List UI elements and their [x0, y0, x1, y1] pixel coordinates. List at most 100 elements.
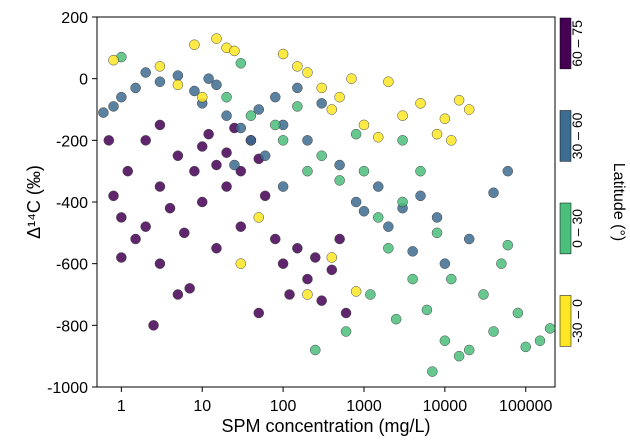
- scatter-point: [446, 135, 457, 146]
- scatter-point: [326, 264, 338, 276]
- scatter-point: [292, 101, 303, 112]
- legend-swatch: [559, 295, 572, 347]
- scatter-point: [154, 119, 166, 131]
- scatter-point: [284, 289, 295, 300]
- scatter-point: [496, 258, 507, 269]
- scatter-point: [534, 335, 546, 346]
- scatter-point: [544, 323, 556, 334]
- scatter-point: [453, 350, 465, 362]
- scatter-point: [277, 48, 289, 60]
- scatter-point: [270, 91, 281, 103]
- scatter-point: [334, 91, 345, 103]
- scatter-point: [427, 366, 438, 377]
- scatter-point: [211, 33, 222, 44]
- scatter-point: [316, 82, 327, 94]
- scatter-point: [259, 190, 271, 202]
- scatter-point: [488, 326, 499, 337]
- scatter-point: [316, 295, 327, 306]
- y-tick-label: -400: [56, 195, 88, 212]
- scatter-point: [172, 79, 184, 91]
- y-tick-label: 200: [61, 10, 88, 27]
- scatter-point: [221, 110, 232, 121]
- legend-label: -30 – 0: [569, 299, 585, 343]
- scatter-point: [350, 286, 362, 297]
- scatter-point: [116, 252, 127, 263]
- scatter-point: [502, 165, 514, 177]
- scatter-point: [453, 95, 465, 106]
- scatter-point: [358, 119, 370, 131]
- scatter-point: [334, 175, 345, 186]
- scatter-point: [340, 307, 352, 319]
- scatter-point: [302, 67, 313, 78]
- scatter-point: [439, 258, 451, 269]
- scatter-point: [270, 233, 281, 245]
- scatter-point: [140, 221, 151, 232]
- scatter-point: [502, 239, 514, 251]
- scatter-point: [415, 190, 426, 202]
- scatter-point: [221, 147, 232, 158]
- scatter-point: [463, 104, 475, 115]
- x-axis-label: SPM concentration (mg/L): [221, 416, 430, 436]
- scatter-point: [140, 67, 151, 78]
- scatter-point: [488, 187, 499, 198]
- scatter-point: [302, 165, 313, 177]
- scatter-point: [415, 98, 426, 109]
- scatter-point: [154, 258, 166, 269]
- scatter-point: [520, 341, 531, 353]
- scatter-point: [189, 165, 200, 177]
- legend-label: 0 – 30: [569, 209, 585, 248]
- x-tick-label: 100000: [499, 398, 552, 415]
- scatter-point: [407, 246, 418, 257]
- scatter-point: [431, 227, 443, 239]
- scatter-point: [235, 221, 247, 232]
- scatter-point: [512, 307, 524, 319]
- scatter-point: [203, 128, 214, 140]
- scatter-point: [390, 313, 402, 325]
- scatter-point: [196, 91, 208, 103]
- scatter-point: [229, 159, 240, 171]
- legend-title: Latitude (°): [610, 163, 627, 241]
- scatter-point: [154, 181, 166, 192]
- scatter-point: [397, 135, 408, 146]
- scatter-point: [196, 196, 208, 208]
- scatter-point: [383, 243, 394, 254]
- scatter-point: [397, 196, 408, 208]
- scatter-point: [108, 190, 119, 202]
- scatter-point: [116, 212, 127, 223]
- y-tick-label: -1000: [47, 380, 88, 397]
- scatter-point: [310, 344, 321, 356]
- scatter-point: [164, 202, 176, 214]
- scatter-point: [334, 233, 345, 245]
- scatter-point: [235, 58, 247, 69]
- scatter-point: [334, 159, 345, 171]
- scatter-point: [346, 73, 357, 84]
- scatter-point: [235, 258, 247, 269]
- legend-swatch: [559, 17, 572, 70]
- scatter-point: [302, 273, 313, 285]
- scatter-point: [310, 252, 321, 263]
- scatter-point: [122, 165, 134, 177]
- scatter-point: [245, 135, 257, 146]
- scatter-point: [383, 76, 394, 87]
- legend-label: 30 – 60: [569, 112, 585, 159]
- x-tick-label: 100: [270, 398, 297, 415]
- plot-frame: [96, 16, 556, 388]
- scatter-point: [154, 76, 166, 87]
- scatter-point: [358, 165, 370, 177]
- scatter-point: [229, 45, 240, 57]
- scatter-point: [196, 141, 208, 152]
- y-tick-label: -600: [56, 257, 88, 274]
- scatter-point: [235, 165, 247, 177]
- scatter-point: [130, 82, 141, 94]
- scatter-point: [302, 135, 313, 146]
- scatter-point: [277, 258, 289, 269]
- scatter-point: [372, 132, 384, 143]
- scatter-point: [350, 196, 362, 208]
- scatter-point: [365, 289, 376, 300]
- scatter-point: [292, 82, 303, 94]
- scatter-point: [292, 243, 303, 254]
- scatter-point: [221, 91, 232, 103]
- scatter-point: [316, 98, 327, 109]
- scatter-point: [108, 101, 119, 112]
